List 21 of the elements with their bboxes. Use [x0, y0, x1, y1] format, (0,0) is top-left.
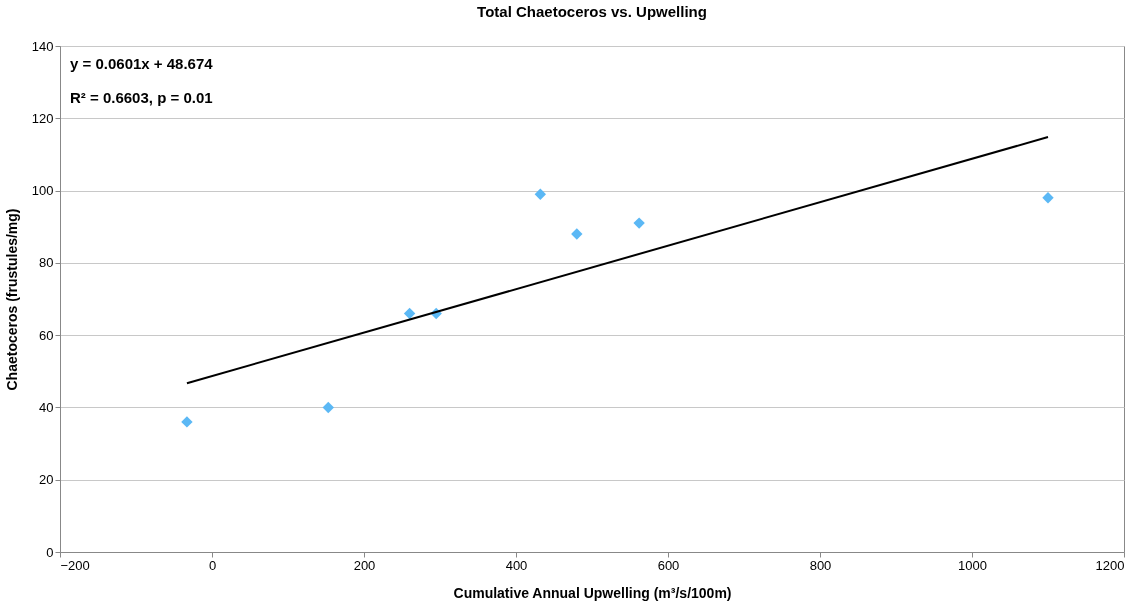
y-tick-label: 140: [31, 38, 54, 54]
annotation: y = 0.0601x + 48.674: [70, 55, 214, 72]
annotation: R² = 0.6603, p = 0.01: [70, 89, 213, 106]
x-axis-title: Cumulative Annual Upwelling (m³/s/100m): [453, 584, 732, 601]
y-tick-label: 40: [39, 399, 54, 415]
y-tick-label: 80: [39, 255, 54, 271]
chart-title: Total Chaetoceros vs. Upwelling: [477, 3, 707, 20]
x-tick-label: 600: [657, 557, 680, 573]
x-tick-label: 0: [208, 557, 217, 573]
x-tick-label: 1000: [958, 557, 987, 573]
x-tick-label: 400: [505, 557, 528, 573]
y-axis-title: Chaetoceros (frustules/mg): [3, 208, 20, 391]
y-tick-label: 120: [31, 110, 54, 126]
x-tick-label: 200: [353, 557, 376, 573]
x-tick-label: 1200: [1095, 557, 1125, 573]
y-tick-label: 60: [39, 327, 54, 343]
x-tick-label: 800: [809, 557, 832, 573]
y-tick-label: 100: [31, 183, 54, 199]
x-tick-label: −200: [60, 557, 90, 573]
y-tick-label: 0: [46, 544, 54, 560]
y-tick-label: 20: [39, 472, 54, 488]
